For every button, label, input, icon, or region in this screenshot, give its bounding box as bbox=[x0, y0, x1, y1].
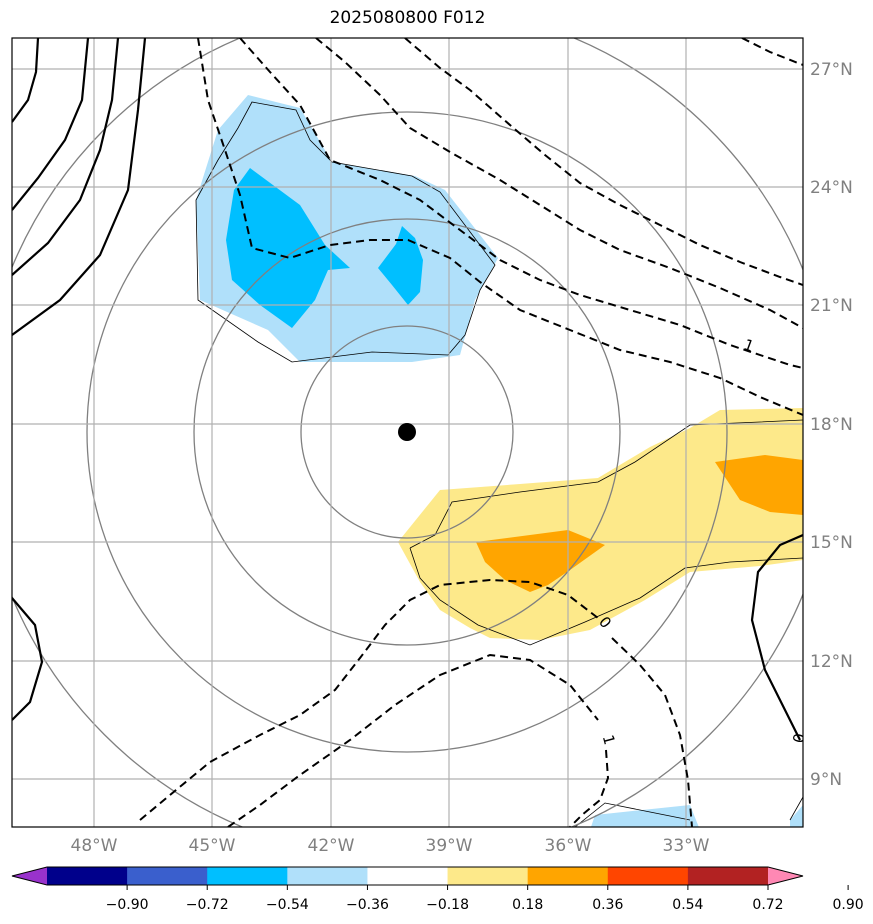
negative-shading-medium-2 bbox=[378, 226, 423, 305]
dashed-contour-g2 bbox=[569, 749, 610, 827]
solid-contour-4 bbox=[12, 38, 147, 336]
positive-shading-medium-1 bbox=[476, 530, 605, 592]
positive-shading-medium-2 bbox=[715, 455, 803, 515]
colorbar-tick-label: 0.36 bbox=[592, 897, 623, 913]
colorbar-segment bbox=[207, 867, 288, 885]
lat-tick-9N: 9°N bbox=[810, 770, 842, 790]
lon-tick-36W: 36°W bbox=[545, 836, 592, 856]
range-ring-1 bbox=[300, 325, 514, 539]
lat-tick-labels: 27°N 24°N 21°N 18°N 15°N 12°N 9°N bbox=[810, 60, 853, 790]
range-ring-2 bbox=[193, 218, 621, 646]
dashed-contour-e bbox=[741, 38, 803, 66]
lat-tick-12N: 12°N bbox=[810, 652, 853, 672]
contour-label-3: 1 bbox=[599, 733, 619, 747]
negative-shading-south bbox=[591, 805, 699, 827]
colorbar-segment bbox=[687, 867, 769, 885]
contour-label-1: 1 bbox=[741, 335, 756, 355]
dashed-contour-d bbox=[404, 38, 803, 286]
dashed-contour-f bbox=[139, 578, 599, 821]
solid-contour-5 bbox=[12, 597, 44, 721]
colorbar-segments bbox=[12, 867, 803, 885]
lat-tick-27N: 27°N bbox=[810, 60, 853, 80]
lon-tick-45W: 45°W bbox=[189, 836, 236, 856]
lat-tick-18N: 18°N bbox=[810, 415, 853, 435]
range-rings bbox=[12, 38, 803, 827]
colorbar-tick-label: −0.72 bbox=[186, 897, 229, 913]
solid-contour-2 bbox=[12, 38, 90, 211]
lon-tick-48W: 48°W bbox=[71, 836, 118, 856]
lon-tick-39W: 39°W bbox=[426, 836, 473, 856]
contour-label-4: 0 bbox=[789, 732, 808, 745]
solid-contours bbox=[12, 38, 803, 741]
colorbar-tick-label: −0.90 bbox=[106, 897, 149, 913]
lon-tick-33W: 33°W bbox=[663, 836, 710, 856]
colorbar-segment bbox=[367, 867, 449, 885]
colorbar-segment bbox=[607, 867, 689, 885]
colorbar-tick-label: 0.72 bbox=[752, 897, 783, 913]
lat-tick-21N: 21°N bbox=[810, 296, 853, 316]
solid-contour-3 bbox=[12, 38, 120, 276]
positive-shading-light bbox=[398, 408, 803, 640]
dashed-contour-a bbox=[197, 38, 803, 416]
lon-tick-42W: 42°W bbox=[308, 836, 355, 856]
colorbar-tick-label: −0.36 bbox=[346, 897, 389, 913]
colorbar: −0.90 −0.72 −0.54 −0.36 −0.18 0.18 0.36 0.54 0.7… bbox=[11, 866, 864, 913]
storm-center-marker bbox=[398, 423, 416, 441]
range-ring-3 bbox=[86, 111, 728, 753]
map-title: 2025080800 F012 bbox=[329, 8, 486, 28]
colorbar-segment bbox=[127, 867, 208, 885]
solid-contour-6 bbox=[750, 533, 803, 741]
lat-tick-15N: 15°N bbox=[810, 533, 853, 553]
colorbar-outline bbox=[11, 866, 804, 886]
negative-shading-southeast bbox=[790, 805, 803, 827]
dashed-contour-f2 bbox=[611, 637, 693, 827]
colorbar-extend-high bbox=[768, 867, 803, 885]
colorbar-segment bbox=[47, 867, 128, 885]
colorbar-ticks: −0.90 −0.72 −0.54 −0.36 −0.18 0.18 0.36 0.54 0.7… bbox=[106, 885, 864, 913]
lat-tick-24N: 24°N bbox=[810, 178, 853, 198]
colorbar-tick-label: 0.90 bbox=[833, 897, 864, 913]
colorbar-segment bbox=[287, 867, 368, 885]
negative-shading-medium-1 bbox=[226, 168, 350, 328]
dashed-contour-g bbox=[227, 653, 599, 827]
colorbar-tick-label: −0.54 bbox=[266, 897, 309, 913]
solid-contour-1 bbox=[12, 38, 40, 123]
thin-contour-south bbox=[409, 419, 803, 646]
lon-tick-labels: 48°W 45°W 42°W 39°W 36°W 33°W bbox=[71, 836, 710, 856]
colorbar-segment bbox=[527, 867, 609, 885]
dashed-contours bbox=[139, 38, 803, 827]
dashed-contour-b bbox=[239, 38, 803, 369]
colorbar-tick-label: −0.18 bbox=[426, 897, 469, 913]
colorbar-segment bbox=[447, 867, 529, 885]
colorbar-extend-low bbox=[12, 867, 47, 885]
thin-contour-southeast bbox=[574, 796, 803, 827]
colorbar-tick-label: 0.54 bbox=[672, 897, 703, 913]
map-frame bbox=[11, 37, 804, 828]
colorbar-tick-label: 0.18 bbox=[512, 897, 543, 913]
dashed-contour-c bbox=[315, 38, 803, 329]
